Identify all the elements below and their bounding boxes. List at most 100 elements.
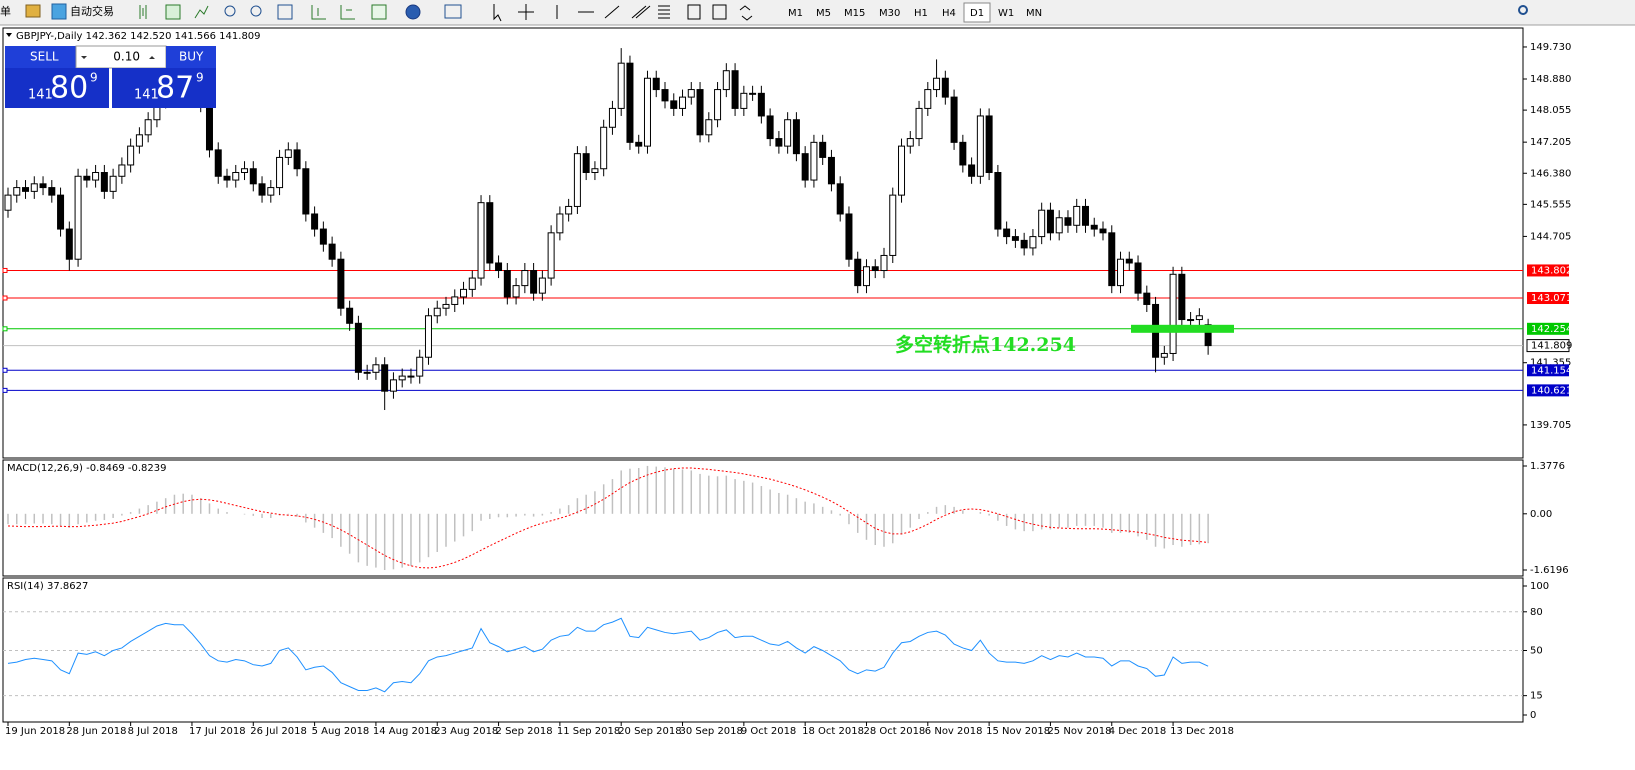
candle-body: [556, 213, 564, 234]
x-tick-label: 15 Nov 2018: [986, 726, 1050, 737]
candle-body: [100, 172, 108, 192]
sell-price-pips: 80: [50, 71, 88, 106]
level-handle: [2, 367, 8, 373]
level-label: 141.154: [1531, 365, 1572, 376]
candle-body: [1178, 273, 1186, 321]
tool-icons: [139, 4, 753, 22]
candle-body: [65, 228, 73, 260]
candle-body: [311, 213, 319, 230]
candle-body: [503, 270, 511, 298]
candle-body: [722, 70, 730, 91]
arrows[interactable]: [739, 5, 753, 21]
zoom-out[interactable]: [250, 5, 262, 17]
bar-icon[interactable]: [139, 5, 147, 19]
x-tick-label: 17 Jul 2018: [189, 726, 246, 737]
timeframe-button[interactable]: H1: [914, 8, 928, 19]
zoom-in[interactable]: [224, 5, 236, 17]
candle-body: [1204, 324, 1212, 347]
y-tick-label: 1.3776: [1530, 461, 1565, 472]
menu-fragment[interactable]: 单: [0, 5, 11, 18]
fibo[interactable]: [658, 5, 670, 19]
candle-body: [424, 315, 432, 358]
x-tick-label: 9 Oct 2018: [741, 726, 796, 737]
crosshair[interactable]: [518, 4, 534, 20]
timeframe-button[interactable]: MN: [1026, 8, 1042, 19]
panels: [2, 27, 1524, 723]
templates[interactable]: [444, 4, 462, 19]
cursor[interactable]: [493, 4, 502, 22]
level-handle: [2, 295, 8, 301]
candle-icon[interactable]: [165, 4, 181, 20]
chart-title: MACD(12,26,9) -0.8469 -0.8239: [7, 463, 167, 474]
text-tool[interactable]: [687, 4, 701, 20]
candle-body: [372, 364, 380, 373]
candle-body: [1160, 352, 1168, 358]
sell-label[interactable]: SELL: [30, 50, 59, 64]
candle-body: [714, 89, 722, 121]
timeframe-button[interactable]: M5: [816, 8, 831, 19]
sell-price-frac: 9: [90, 71, 98, 85]
tile[interactable]: [277, 4, 293, 20]
candle-body: [792, 119, 800, 155]
periods[interactable]: [405, 4, 421, 20]
line-icon[interactable]: [194, 5, 209, 19]
candle-body: [635, 141, 643, 147]
x-tick-label: 6 Nov 2018: [925, 726, 983, 737]
candle-body: [468, 277, 476, 290]
lot-value[interactable]: 0.10: [113, 50, 140, 64]
trendline[interactable]: [604, 5, 620, 19]
timeframe-button[interactable]: M1: [788, 8, 803, 19]
timeframes: M1 M5 M15 M30 H1 H4 D1 W1 MN: [788, 2, 1042, 23]
level-label: 140.621: [1531, 385, 1572, 396]
candle-body: [1108, 232, 1116, 287]
buy-label[interactable]: BUY: [179, 50, 204, 64]
x-tick-label: 28 Jun 2018: [66, 726, 126, 737]
candle-body: [565, 205, 573, 215]
sell-button[interactable]: [5, 46, 76, 68]
rsi-line: [7, 617, 1209, 693]
timeframe-button[interactable]: W1: [998, 8, 1014, 19]
chart-shift[interactable]: [340, 5, 355, 20]
timeframe-button[interactable]: M15: [844, 8, 865, 19]
label-tool[interactable]: [712, 4, 727, 20]
x-tick-label: 5 Aug 2018: [312, 726, 370, 737]
timeframe-button[interactable]: D1: [970, 8, 984, 19]
autotrade-button[interactable]: 自动交易: [70, 4, 114, 18]
buy-button[interactable]: [166, 46, 216, 68]
candle-body: [617, 62, 625, 109]
sell-price-box[interactable]: [5, 68, 109, 108]
y-tick-label: 15: [1530, 691, 1543, 702]
candle-body: [92, 172, 100, 181]
candle-body: [223, 175, 231, 181]
indicators[interactable]: [371, 4, 387, 20]
search[interactable]: [1518, 5, 1528, 15]
icon[interactable]: [25, 4, 41, 18]
x-tick-label: 4 Dec 2018: [1109, 726, 1167, 737]
candle-body: [950, 96, 958, 143]
timeframe-button[interactable]: H4: [942, 8, 956, 19]
channel[interactable]: [631, 5, 651, 19]
candle-body: [976, 115, 984, 177]
candle-body: [214, 149, 222, 177]
candle-body: [1187, 319, 1195, 322]
candle-body: [1038, 209, 1046, 238]
candle-body: [284, 149, 292, 158]
candle-body: [1055, 217, 1063, 234]
active-timeframe[interactable]: [963, 2, 991, 23]
candle-body: [766, 115, 774, 140]
candle-body: [845, 213, 853, 260]
candle-body: [346, 307, 354, 324]
y-tick-label: 145.555: [1530, 199, 1571, 210]
price-panel: [2, 27, 1524, 459]
plot: GBPJPY-,Daily 142.362 142.520 141.566 14…: [2, 31, 1572, 737]
candle-body: [661, 89, 669, 102]
autotrade-icon[interactable]: [51, 3, 67, 20]
candle-body: [1046, 209, 1054, 234]
buy-price-box[interactable]: [112, 68, 216, 108]
timeframe-button[interactable]: M30: [879, 8, 900, 19]
autoscroll[interactable]: [311, 5, 326, 20]
x-tick-label: 23 Aug 2018: [434, 726, 498, 737]
candle-body: [582, 153, 590, 174]
y-tick-label: 139.705: [1530, 420, 1571, 431]
